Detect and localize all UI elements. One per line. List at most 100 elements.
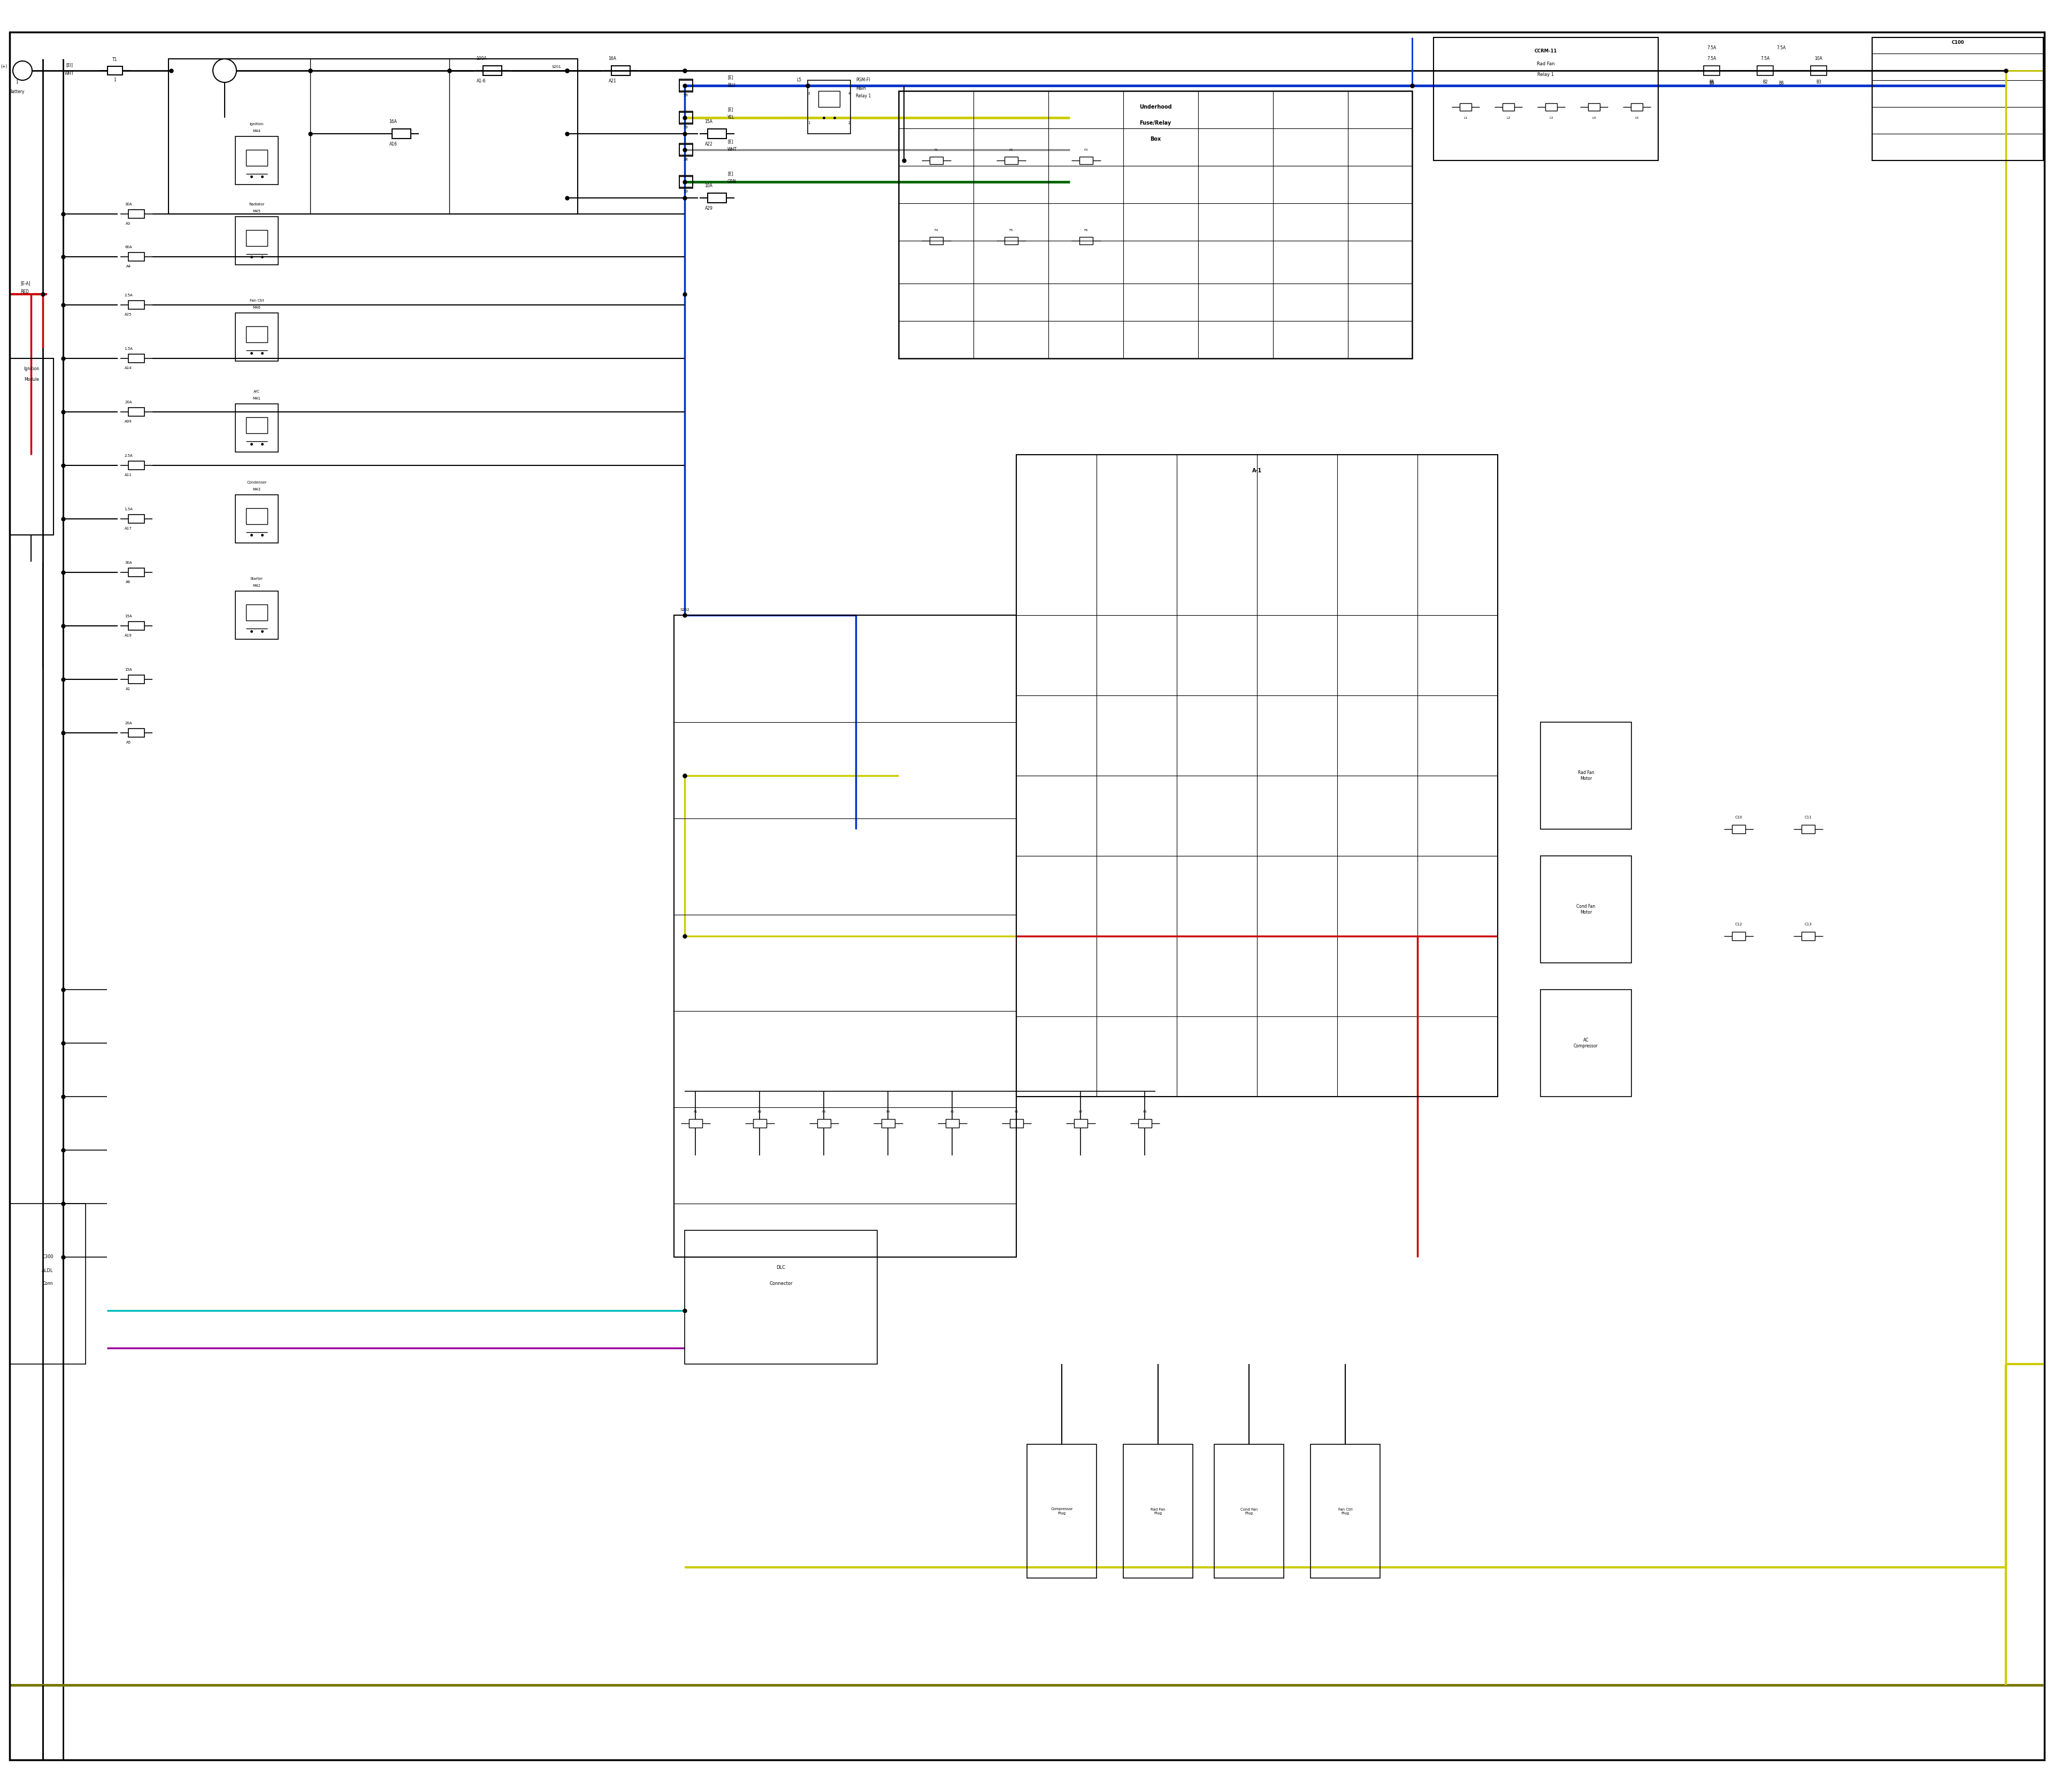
Bar bbox=[1588, 104, 1600, 111]
Text: 1.5A: 1.5A bbox=[123, 507, 134, 511]
Text: S201: S201 bbox=[553, 65, 561, 68]
Text: S202: S202 bbox=[680, 607, 690, 611]
Text: 16A: 16A bbox=[608, 56, 616, 61]
Bar bbox=[680, 145, 692, 156]
Bar bbox=[127, 676, 144, 683]
Bar bbox=[10, 1204, 86, 1364]
Text: A/C: A/C bbox=[253, 391, 261, 392]
Bar bbox=[246, 151, 267, 167]
Text: P2: P2 bbox=[758, 1111, 762, 1113]
Bar bbox=[127, 210, 144, 219]
Text: Main: Main bbox=[857, 86, 865, 91]
Text: PGM-FI: PGM-FI bbox=[857, 77, 871, 82]
Bar bbox=[127, 407, 144, 416]
Bar bbox=[680, 113, 692, 124]
Bar bbox=[1434, 38, 1658, 161]
Bar bbox=[688, 1118, 702, 1127]
Bar bbox=[612, 66, 631, 75]
Text: L3: L3 bbox=[1549, 116, 1553, 118]
Text: Ignition: Ignition bbox=[251, 122, 263, 125]
Text: P6: P6 bbox=[1015, 1111, 1019, 1113]
Bar bbox=[127, 514, 144, 523]
Text: Underhood: Underhood bbox=[1140, 104, 1171, 109]
Bar bbox=[1732, 932, 1746, 941]
Text: F4: F4 bbox=[935, 229, 939, 231]
Text: [E]: [E] bbox=[727, 140, 733, 143]
Bar bbox=[236, 403, 277, 452]
Text: A25: A25 bbox=[125, 314, 131, 315]
Bar bbox=[881, 1118, 896, 1127]
Text: Relay 1: Relay 1 bbox=[1538, 72, 1555, 77]
Bar bbox=[680, 143, 692, 156]
Bar bbox=[680, 176, 692, 188]
Text: A16: A16 bbox=[388, 142, 396, 147]
Bar bbox=[680, 177, 692, 186]
Text: M45: M45 bbox=[253, 210, 261, 213]
Text: 2: 2 bbox=[848, 122, 850, 125]
Bar bbox=[945, 1118, 959, 1127]
Text: B3: B3 bbox=[1816, 81, 1822, 84]
Text: AC
Compressor: AC Compressor bbox=[1573, 1038, 1598, 1048]
Text: 4: 4 bbox=[848, 91, 850, 95]
Text: Cond Fan
Motor: Cond Fan Motor bbox=[1577, 905, 1596, 914]
Bar bbox=[1801, 932, 1814, 941]
Bar bbox=[483, 66, 501, 75]
Text: P4: P4 bbox=[885, 1111, 889, 1113]
Text: Rad Fan: Rad Fan bbox=[1536, 61, 1555, 66]
Bar bbox=[680, 111, 692, 124]
Text: 16A: 16A bbox=[388, 120, 396, 124]
Text: 15A: 15A bbox=[125, 668, 131, 672]
Text: P7: P7 bbox=[1078, 1111, 1082, 1113]
Bar bbox=[1124, 1444, 1193, 1579]
Bar bbox=[674, 615, 1017, 1256]
Text: A11: A11 bbox=[125, 473, 131, 477]
Text: T1: T1 bbox=[113, 57, 117, 63]
Text: C100: C100 bbox=[1951, 41, 1964, 45]
Text: [E]: [E] bbox=[727, 108, 733, 113]
Text: 60A: 60A bbox=[125, 246, 131, 249]
Bar bbox=[1871, 38, 2044, 161]
Text: 30A: 30A bbox=[125, 561, 131, 564]
Bar bbox=[1004, 237, 1017, 244]
Text: (+): (+) bbox=[0, 65, 8, 68]
Text: [E-A]: [E-A] bbox=[21, 281, 31, 287]
Text: 10A: 10A bbox=[1814, 56, 1822, 61]
Bar bbox=[1504, 104, 1514, 111]
Bar bbox=[127, 622, 144, 631]
Text: 7.5A: 7.5A bbox=[1707, 47, 1717, 50]
Bar bbox=[107, 66, 123, 75]
Text: [E]: [E] bbox=[727, 75, 733, 81]
Text: F5: F5 bbox=[1009, 229, 1013, 231]
Text: 1: 1 bbox=[807, 122, 809, 125]
Bar bbox=[928, 237, 943, 244]
Text: A14: A14 bbox=[125, 366, 131, 369]
Text: A6: A6 bbox=[125, 581, 131, 584]
Text: 59: 59 bbox=[684, 125, 688, 129]
Text: A1-6: A1-6 bbox=[477, 79, 487, 84]
Text: F3: F3 bbox=[1085, 149, 1089, 151]
Bar bbox=[900, 91, 1413, 358]
Text: B2: B2 bbox=[1762, 81, 1768, 84]
Text: A17: A17 bbox=[125, 527, 131, 530]
Text: A5: A5 bbox=[125, 740, 131, 744]
Text: 7.5A: 7.5A bbox=[1707, 56, 1717, 61]
Text: ALDL: ALDL bbox=[41, 1269, 53, 1272]
Bar bbox=[246, 509, 267, 525]
Text: [EI]: [EI] bbox=[66, 63, 74, 68]
Text: DLC: DLC bbox=[776, 1265, 785, 1271]
Text: Starter: Starter bbox=[251, 577, 263, 581]
Text: A99: A99 bbox=[125, 419, 131, 423]
Text: Rad Fan
Plug: Rad Fan Plug bbox=[1150, 1507, 1165, 1514]
Text: Rad Fan
Motor: Rad Fan Motor bbox=[1577, 771, 1594, 781]
Text: M44: M44 bbox=[253, 129, 261, 133]
Text: B6: B6 bbox=[1779, 81, 1783, 86]
Text: Fan Ctrl
Plug: Fan Ctrl Plug bbox=[1337, 1507, 1352, 1514]
Bar bbox=[817, 1118, 830, 1127]
Bar bbox=[236, 495, 277, 543]
Bar bbox=[1631, 104, 1643, 111]
Bar bbox=[1074, 1118, 1087, 1127]
Bar bbox=[1214, 1444, 1284, 1579]
Text: A19: A19 bbox=[125, 634, 131, 638]
Text: Battery: Battery bbox=[10, 90, 25, 95]
Text: Relay 1: Relay 1 bbox=[857, 93, 871, 99]
